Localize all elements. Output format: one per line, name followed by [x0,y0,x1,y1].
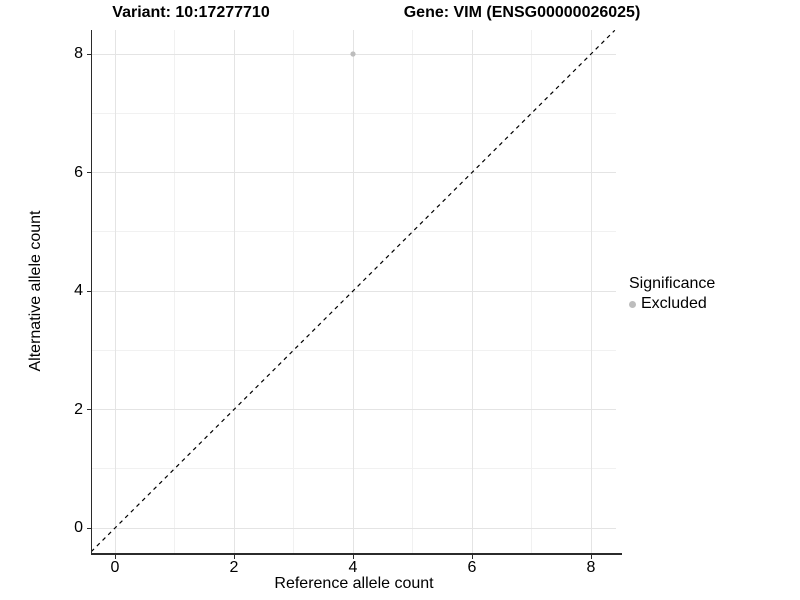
x-minor-gridline [531,30,532,553]
x-tick-mark [590,554,592,559]
y-tick-mark [86,527,91,529]
y-major-gridline [92,290,616,292]
y-tick-mark [86,409,91,410]
plot-canvas [92,30,616,552]
identity-dashed-line [92,30,616,552]
x-major-gridline [233,30,235,553]
x-major-gridline [114,30,116,553]
y-tick-mark [86,290,91,292]
y-axis-title: Alternative allele count [27,210,44,372]
x-tick-label: 4 [348,559,358,576]
data-point [350,51,356,57]
y-minor-gridline [92,349,616,351]
y-minor-gridline [92,231,616,233]
y-axis-line [90,30,92,555]
legend-title: Significance [629,275,716,292]
y-tick-label: 2 [74,400,83,418]
legend-item-label: Excluded [641,295,707,312]
y-major-gridline [92,172,616,173]
x-minor-gridline [174,30,175,553]
y-tick-label: 8 [74,45,83,62]
y-minor-gridline [92,112,616,114]
legend-items: Excluded [629,295,715,313]
y-minor-gridline [92,468,616,470]
y-tick-label: 0 [74,519,83,536]
x-tick-mark [114,554,116,559]
x-tick-mark [352,554,354,559]
legend-item: Excluded [629,295,715,313]
variant-title: Variant: 10:17277710 [112,4,270,21]
x-axis-title: Reference allele count [274,575,434,592]
plot-panel [92,30,616,553]
x-tick-label: 0 [110,559,120,576]
x-minor-gridline [293,30,294,553]
legend-point-swatch [629,300,636,308]
x-tick-mark [471,554,473,559]
y-tick-mark [86,53,91,55]
x-tick-label: 2 [229,559,239,576]
x-minor-gridline [412,30,413,553]
y-major-gridline [92,409,616,410]
y-major-gridline [92,527,616,529]
legend: Significance Excluded [629,274,715,313]
y-tick-label: 4 [74,282,83,299]
x-tick-label: 8 [586,559,596,576]
x-tick-label: 6 [467,559,477,576]
y-tick-label: 6 [74,163,83,181]
x-tick-mark [233,554,235,559]
x-major-gridline [590,30,592,553]
gene-title: Gene: VIM (ENSG00000026025) [403,4,641,21]
x-major-gridline [471,30,473,553]
y-tick-mark [86,172,91,173]
x-axis-line [90,553,622,555]
